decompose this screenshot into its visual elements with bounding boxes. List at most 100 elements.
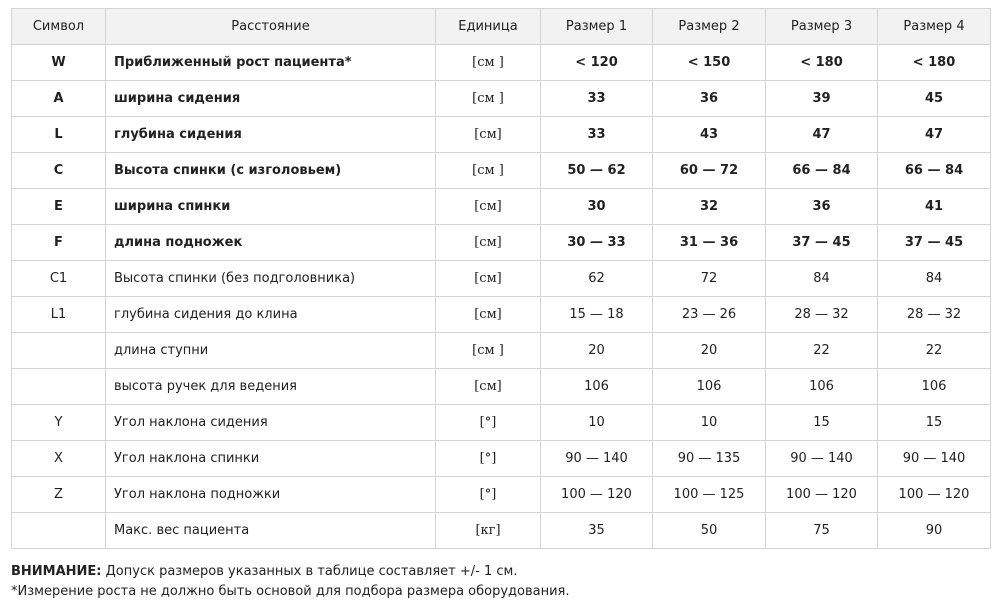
distance-cell: Приближенный рост пациента* (105, 44, 436, 81)
warning-note: ВНИМАНИЕ: Допуск размеров указанных в та… (11, 564, 518, 579)
table-row: высота ручек для ведения [см] 106 106 106 106 (11, 368, 991, 405)
size-1-cell: 33 (540, 80, 653, 117)
size-4-cell: 90 — 140 (877, 440, 991, 477)
column-header: Размер 1 (540, 8, 653, 45)
symbol-cell: E (11, 188, 106, 225)
size-2-cell: 106 (652, 368, 766, 405)
size-1-cell: 15 — 18 (540, 296, 653, 333)
size-3-cell: < 180 (765, 44, 878, 81)
distance-cell: ширина спинки (105, 188, 436, 225)
distance-cell: длина подножек (105, 224, 436, 261)
size-2-cell: 31 — 36 (652, 224, 766, 261)
unit-cell: [см] (435, 224, 541, 261)
size-4-cell: < 180 (877, 44, 991, 81)
size-4-cell: 45 (877, 80, 991, 117)
table-row: X Угол наклона спинки [°] 90 — 140 90 — 135 9… (11, 440, 991, 477)
size-1-cell: 106 (540, 368, 653, 405)
size-table: Символ Расстояние Единица Размер 1 Размер 2 Р… (11, 8, 991, 549)
distance-cell: Угол наклона сидения (105, 404, 436, 441)
size-4-cell: 47 (877, 116, 991, 153)
footnote: *Измерение роста не должно быть основой … (11, 584, 570, 599)
column-header: Размер 4 (877, 8, 991, 45)
distance-cell: Угол наклона спинки (105, 440, 436, 477)
unit-cell: [см ] (435, 80, 541, 117)
size-4-cell: 28 — 32 (877, 296, 991, 333)
size-1-cell: 100 — 120 (540, 476, 653, 513)
unit-cell: [см] (435, 116, 541, 153)
size-1-cell: 35 (540, 512, 653, 549)
symbol-cell (11, 368, 106, 405)
unit-cell: [см] (435, 188, 541, 225)
size-1-cell: 30 (540, 188, 653, 225)
distance-cell: Высота спинки (с изголовьем) (105, 152, 436, 189)
size-3-cell: 15 (765, 404, 878, 441)
symbol-cell: L (11, 116, 106, 153)
symbol-cell: C (11, 152, 106, 189)
unit-cell: [кг] (435, 512, 541, 549)
size-1-cell: 30 — 33 (540, 224, 653, 261)
column-header: Размер 2 (652, 8, 766, 45)
size-2-cell: 23 — 26 (652, 296, 766, 333)
size-4-cell: 41 (877, 188, 991, 225)
table-row: длина ступни [см ] 20 20 22 22 (11, 332, 991, 369)
column-header: Расстояние (105, 8, 436, 45)
size-2-cell: 36 (652, 80, 766, 117)
size-1-cell: 50 — 62 (540, 152, 653, 189)
size-2-cell: 90 — 135 (652, 440, 766, 477)
size-4-cell: 22 (877, 332, 991, 369)
symbol-cell: C1 (11, 260, 106, 297)
distance-cell: Угол наклона подножки (105, 476, 436, 513)
distance-cell: высота ручек для ведения (105, 368, 436, 405)
table-row: Макс. вес пациента [кг] 35 50 75 90 (11, 512, 991, 549)
size-1-cell: 62 (540, 260, 653, 297)
size-3-cell: 75 (765, 512, 878, 549)
symbol-cell (11, 332, 106, 369)
size-2-cell: 10 (652, 404, 766, 441)
size-1-cell: 90 — 140 (540, 440, 653, 477)
size-3-cell: 36 (765, 188, 878, 225)
size-2-cell: 100 — 125 (652, 476, 766, 513)
size-3-cell: 39 (765, 80, 878, 117)
unit-cell: [см] (435, 368, 541, 405)
notes: ВНИМАНИЕ: Допуск размеров указанных в та… (11, 562, 570, 602)
table-row: Z Угол наклона подножки [°] 100 — 120 100 — … (11, 476, 991, 513)
size-3-cell: 47 (765, 116, 878, 153)
symbol-cell: F (11, 224, 106, 261)
table-row: C1 Высота спинки (без подголовника) [см] 62… (11, 260, 991, 297)
size-2-cell: 72 (652, 260, 766, 297)
column-header: Символ (11, 8, 106, 45)
size-3-cell: 22 (765, 332, 878, 369)
size-2-cell: 50 (652, 512, 766, 549)
size-3-cell: 66 — 84 (765, 152, 878, 189)
distance-cell: Высота спинки (без подголовника) (105, 260, 436, 297)
unit-cell: [см ] (435, 332, 541, 369)
column-header: Единица (435, 8, 541, 45)
table-row: W Приближенный рост пациента* [см ] < 120 < … (11, 44, 991, 81)
distance-cell: ширина сидения (105, 80, 436, 117)
symbol-cell: A (11, 80, 106, 117)
symbol-cell: X (11, 440, 106, 477)
unit-cell: [см ] (435, 44, 541, 81)
symbol-cell: Z (11, 476, 106, 513)
size-4-cell: 106 (877, 368, 991, 405)
unit-cell: [см] (435, 260, 541, 297)
unit-cell: [°] (435, 440, 541, 477)
distance-cell: Макс. вес пациента (105, 512, 436, 549)
unit-cell: [см ] (435, 152, 541, 189)
unit-cell: [°] (435, 404, 541, 441)
size-2-cell: 32 (652, 188, 766, 225)
symbol-cell (11, 512, 106, 549)
size-1-cell: < 120 (540, 44, 653, 81)
size-4-cell: 84 (877, 260, 991, 297)
size-4-cell: 15 (877, 404, 991, 441)
size-2-cell: 60 — 72 (652, 152, 766, 189)
distance-cell: глубина сидения (105, 116, 436, 153)
distance-cell: глубина сидения до клина (105, 296, 436, 333)
size-3-cell: 28 — 32 (765, 296, 878, 333)
unit-cell: [°] (435, 476, 541, 513)
table-row: C Высота спинки (с изголовьем) [см ] 50 — 6… (11, 152, 991, 189)
